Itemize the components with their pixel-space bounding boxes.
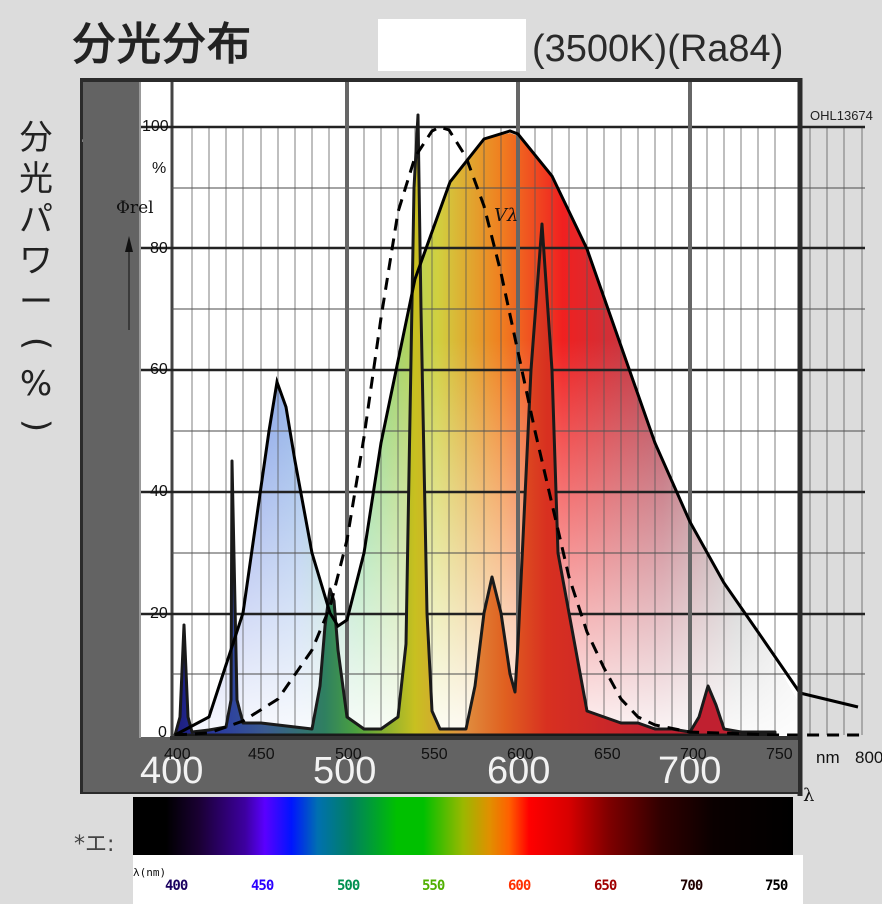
spectrum-tick-label: 750 — [765, 878, 788, 894]
phi-rel-label: Φrel — [116, 198, 154, 218]
lambda-symbol: λ — [803, 785, 815, 806]
redacted-box — [378, 19, 526, 71]
small-x-tick: 400 — [164, 746, 191, 763]
x-unit-label: nm — [816, 748, 840, 767]
small-x-tick: 700 — [680, 746, 707, 763]
chart-title: 分光分布 — [72, 19, 252, 70]
visible-spectrum-bar — [133, 797, 793, 855]
spectrum-tick-label: 500 — [337, 878, 360, 894]
big-x-tick: 600 — [487, 750, 551, 792]
small-y-tick: 80 — [150, 240, 168, 257]
document-code: OHL13674 — [810, 108, 873, 123]
big-x-tick: 400 — [140, 750, 204, 792]
spectrum-tick-label: 550 — [422, 878, 445, 894]
spectrum-tick-label: 400 — [165, 878, 188, 894]
spectrum-unit-label: λ(nm) — [133, 866, 167, 879]
spectrum-tick-label: 700 — [680, 878, 703, 894]
v-lambda-label: Vλ — [494, 205, 519, 226]
small-x-tick: 600 — [507, 746, 534, 763]
big-x-tick: 500 — [313, 750, 377, 792]
chart-subtitle: (3500K)(Ra84) — [532, 28, 784, 70]
small-y-tick: 60 — [150, 361, 168, 378]
small-y-tick: 100 — [142, 118, 169, 135]
spectrum-tick-label: 450 — [251, 878, 274, 894]
x-end-tick: 800 — [855, 748, 882, 767]
y-unit-label: % — [152, 160, 167, 177]
small-y-tick: 0 — [158, 724, 167, 741]
spectrum-tick-label: 650 — [594, 878, 617, 894]
y-axis-title: 分 光 パ ワ ー ( % ) — [16, 118, 57, 433]
big-x-tick: 700 — [658, 750, 722, 792]
small-x-tick: 450 — [248, 746, 275, 763]
small-x-tick: 750 — [766, 746, 793, 763]
small-x-tick: 500 — [335, 746, 362, 763]
small-x-tick: 550 — [421, 746, 448, 763]
spectrum-scale-area — [133, 855, 803, 904]
footnote: *エ: — [74, 832, 115, 857]
small-y-tick: 20 — [150, 605, 168, 622]
small-y-tick: 40 — [150, 483, 168, 500]
small-x-tick: 650 — [594, 746, 621, 763]
spectrum-tick-label: 600 — [508, 878, 531, 894]
